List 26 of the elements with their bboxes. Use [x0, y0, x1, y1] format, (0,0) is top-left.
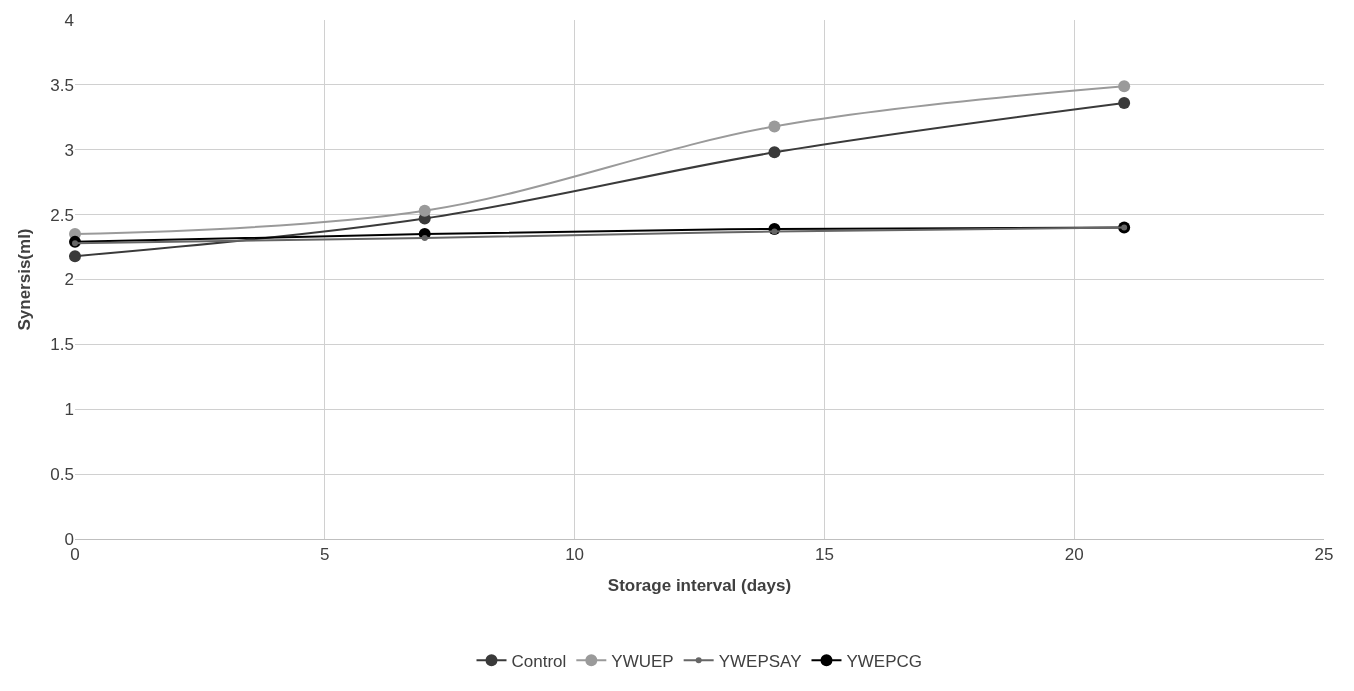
legend-label: YWEPCG [846, 651, 923, 671]
x-tick-label: 5 [320, 545, 330, 565]
y-tick-label: 0 [64, 529, 74, 549]
y-tick-label: 2 [64, 270, 74, 290]
point [768, 146, 781, 159]
y-tick-label: 1.5 [50, 335, 74, 355]
x-tick-label: 10 [565, 545, 585, 565]
x-axis-title: Storage interval (days) [607, 575, 792, 595]
y-tick-label: 3.5 [50, 75, 74, 95]
point [768, 120, 781, 133]
x-tick-label: 25 [1314, 545, 1334, 565]
legend-label: YWEPSAY [718, 651, 802, 671]
y-tick-label: 3 [64, 140, 74, 160]
y-tick-label: 0.5 [50, 465, 74, 485]
legend-label: YWUEP [611, 651, 674, 671]
y-tick-label: 1 [64, 400, 74, 420]
point [418, 204, 431, 217]
point [69, 250, 81, 263]
point [1118, 97, 1131, 110]
x-tick-label: 20 [1064, 545, 1084, 565]
x-tick-label: 15 [814, 545, 834, 565]
y-axis-title: Synersis(ml) [14, 228, 34, 331]
point [1118, 80, 1131, 93]
y-tick-label: 4 [64, 10, 74, 30]
y-tick-label: 2.5 [50, 205, 74, 225]
legend-label: Control [511, 651, 567, 671]
